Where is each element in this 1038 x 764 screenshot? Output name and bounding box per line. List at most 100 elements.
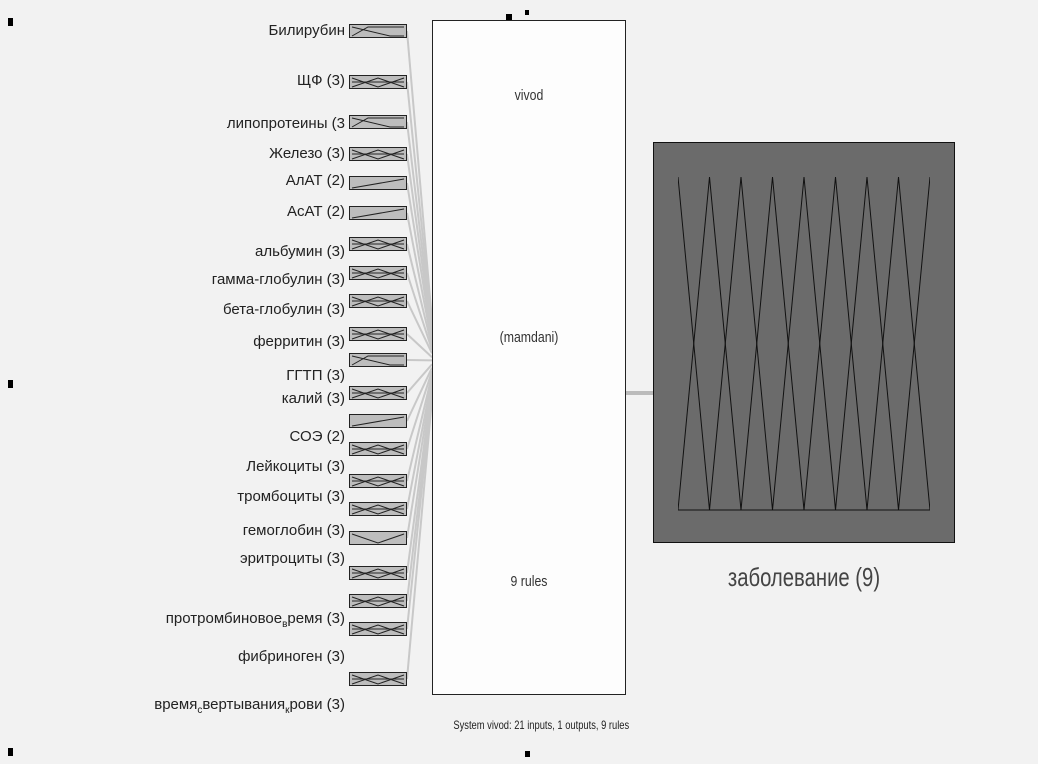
input-wire (406, 381, 433, 539)
input-mf-box[interactable] (349, 206, 407, 220)
input-wire (406, 333, 433, 358)
input-label: Билирубин (268, 22, 345, 39)
mf-curve (351, 568, 405, 579)
input-mf-box[interactable] (349, 566, 407, 580)
mf-curve (351, 388, 405, 399)
input-mf-box[interactable] (349, 353, 407, 367)
input-label: СОЭ (2) (289, 428, 345, 445)
mf-curve (351, 476, 405, 487)
input-wire (406, 81, 433, 328)
mf-curve (351, 239, 405, 250)
input-label: ферритин (3) (253, 333, 345, 350)
input-mf-box[interactable] (349, 147, 407, 161)
selection-handle[interactable] (8, 748, 13, 756)
input-label: тромбоциты (3) (237, 488, 345, 505)
output-mf-triangle (898, 176, 930, 511)
input-wire (406, 367, 433, 422)
selection-handle[interactable] (525, 10, 529, 15)
input-mf-box[interactable] (349, 672, 407, 686)
input-mf-box[interactable] (349, 115, 407, 129)
input-wire (406, 243, 433, 347)
input-label: липопротеины (3 (226, 115, 345, 132)
input-mf-box[interactable] (349, 531, 407, 545)
input-label: альбумин (3) (255, 243, 345, 260)
output-mf-plot (678, 176, 930, 511)
input-wire (406, 398, 433, 680)
mf-curve (351, 26, 404, 37)
mf-curve (351, 77, 405, 88)
mf-curve (351, 674, 405, 685)
input-label: АсАТ (2) (286, 203, 345, 220)
mf-curve (351, 117, 404, 128)
input-mf-box[interactable] (349, 594, 407, 608)
selection-handle[interactable] (525, 751, 530, 757)
output-mf-triangle (678, 176, 742, 511)
input-wire (406, 374, 433, 482)
input-wire (406, 300, 433, 354)
mf-curve (351, 504, 405, 515)
output-mf-triangle (709, 176, 773, 511)
input-wire (406, 182, 433, 340)
selection-handle[interactable] (506, 14, 512, 20)
mf-curve (351, 416, 405, 427)
input-label: Лейкоциты (3) (246, 458, 345, 475)
output-mf-triangle (740, 176, 805, 511)
output-mf-triangle (772, 176, 836, 511)
input-label: времясвертываниякрови (3) (154, 696, 345, 716)
input-wire (406, 30, 433, 321)
mf-curve (351, 329, 405, 340)
mf-curve (351, 596, 405, 607)
input-wire (406, 121, 433, 332)
input-label: калий (3) (281, 390, 345, 407)
input-label: гемоглобин (3) (242, 522, 345, 539)
mf-curve (351, 624, 405, 635)
input-label: фибриноген (3) (238, 648, 345, 665)
output-mf-triangle (678, 176, 710, 511)
mf-curve (351, 533, 405, 544)
mf-curve (351, 268, 405, 279)
input-mf-box[interactable] (349, 386, 407, 400)
output-mf-triangle (866, 176, 930, 511)
input-wire (406, 392, 433, 630)
input-mf-box[interactable] (349, 176, 407, 190)
selection-handle[interactable] (8, 380, 13, 388)
input-mf-box[interactable] (349, 622, 407, 636)
system-summary: System vivod: 21 inputs, 1 outputs, 9 ru… (453, 718, 630, 732)
input-label: протромбиновоевремя (3) (165, 610, 345, 630)
rules-count: 9 rules (510, 573, 548, 590)
input-mf-box[interactable] (349, 266, 407, 280)
input-label: эритроциты (3) (239, 550, 345, 567)
input-mf-box[interactable] (349, 414, 407, 428)
input-mf-box[interactable] (349, 442, 407, 456)
input-label: АлАТ (2) (285, 172, 345, 189)
input-label: бета-глобулин (3) (222, 301, 345, 318)
input-wire (406, 363, 433, 394)
system-block[interactable]: vivod (mamdani) 9 rules (432, 20, 626, 695)
inference-method: (mamdani) (499, 329, 559, 346)
input-label: гамма-глобулин (3) (211, 271, 345, 288)
input-mf-box[interactable] (349, 24, 407, 38)
input-wire (406, 272, 433, 351)
input-wire (406, 378, 433, 510)
selection-handle[interactable] (8, 18, 13, 26)
input-mf-box[interactable] (349, 237, 407, 251)
mf-curve (351, 178, 405, 189)
input-wire (406, 212, 433, 343)
input-mf-box[interactable] (349, 502, 407, 516)
input-label: ЩФ (3) (297, 72, 345, 89)
input-mf-box[interactable] (349, 474, 407, 488)
output-membership-functions[interactable] (653, 142, 955, 543)
system-name: vivod (514, 87, 544, 104)
output-mf-triangle (835, 176, 899, 511)
input-label: ГГТП (3) (286, 367, 345, 384)
output-variable-label: заболевание (9) (727, 562, 881, 592)
mf-curve (351, 208, 405, 219)
input-mf-box[interactable] (349, 327, 407, 341)
input-mf-box[interactable] (349, 294, 407, 308)
output-mf-triangle (803, 176, 868, 511)
input-label: Железо (3) (269, 145, 345, 162)
input-mf-box[interactable] (349, 75, 407, 89)
mf-curve (351, 355, 404, 366)
